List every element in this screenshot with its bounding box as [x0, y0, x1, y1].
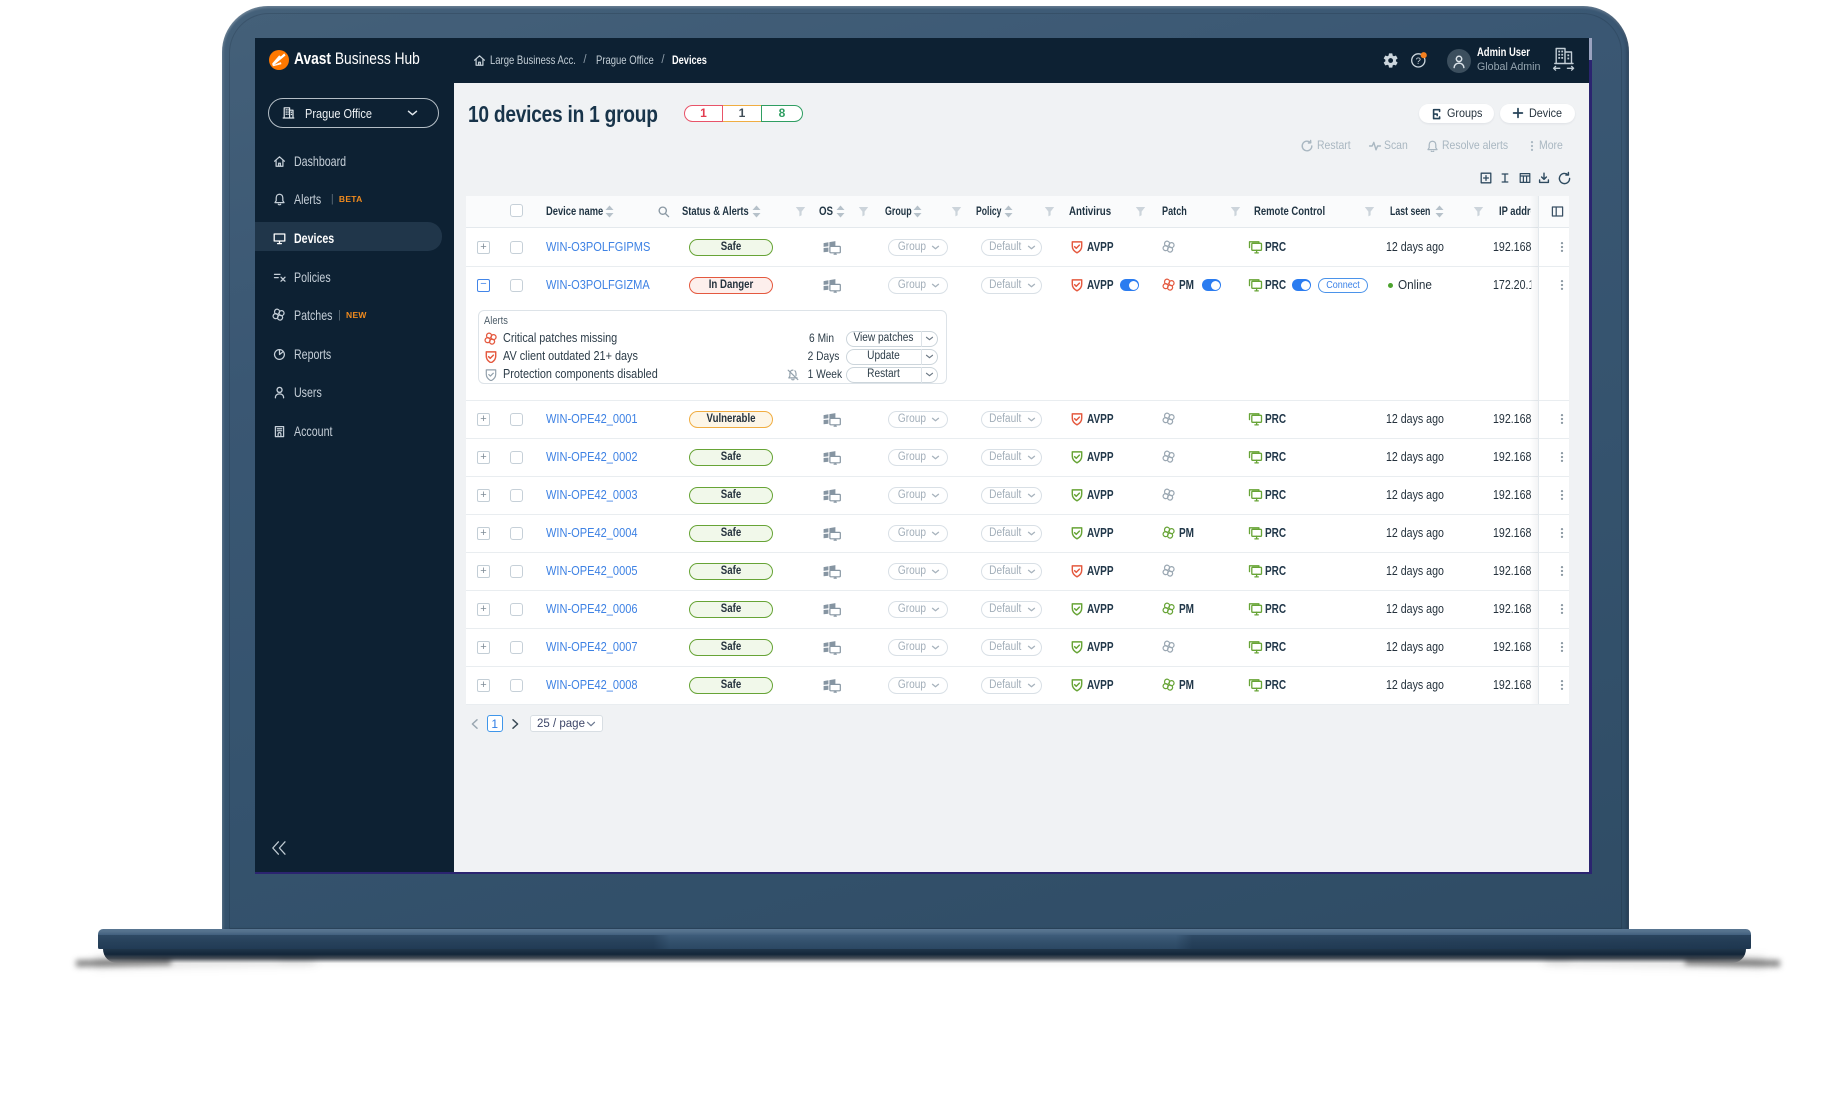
svg-text:?: ?: [1416, 56, 1421, 67]
